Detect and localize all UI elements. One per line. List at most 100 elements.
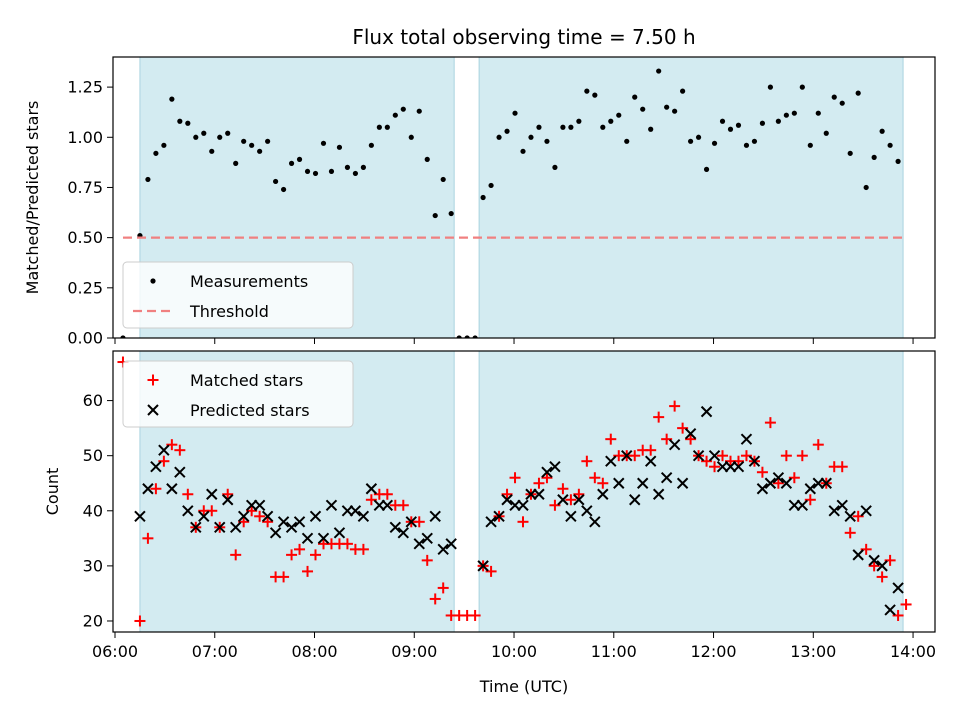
data-point bbox=[286, 549, 298, 561]
data-point bbox=[182, 505, 194, 517]
data-point bbox=[823, 130, 829, 136]
data-point bbox=[557, 483, 569, 495]
x-stroke-b bbox=[333, 527, 346, 539]
y-tick-label: 0.25 bbox=[67, 278, 103, 297]
x-stroke-b bbox=[732, 460, 745, 473]
x-stroke-b bbox=[325, 499, 338, 511]
data-point bbox=[229, 521, 242, 534]
x-stroke-b bbox=[190, 521, 202, 534]
data-point bbox=[472, 335, 478, 338]
data-point bbox=[751, 138, 758, 144]
data-point bbox=[237, 510, 250, 523]
data-point bbox=[884, 604, 896, 616]
legend-entry: Predicted stars bbox=[147, 401, 310, 420]
data-point bbox=[397, 499, 409, 511]
data-point bbox=[304, 168, 311, 175]
data-point bbox=[743, 142, 750, 148]
y-axis-label: Matched/Predicted stars bbox=[23, 101, 42, 295]
data-point bbox=[764, 417, 776, 429]
data-point bbox=[493, 510, 505, 523]
data-point bbox=[296, 156, 303, 162]
data-point bbox=[166, 483, 178, 495]
data-point bbox=[660, 472, 673, 484]
data-point bbox=[573, 494, 585, 506]
data-point bbox=[616, 112, 622, 118]
data-point bbox=[836, 499, 848, 511]
data-point bbox=[669, 400, 681, 412]
data-point bbox=[735, 122, 742, 128]
data-point bbox=[536, 124, 542, 130]
data-point bbox=[437, 582, 449, 594]
x-stroke-b bbox=[884, 604, 896, 616]
data-point bbox=[312, 170, 319, 177]
data-point bbox=[217, 134, 223, 140]
data-point bbox=[608, 118, 614, 124]
x-stroke-b bbox=[892, 582, 904, 594]
x-stroke-b bbox=[589, 516, 601, 528]
x-axis-ticks bbox=[114, 338, 914, 344]
x-stroke-b bbox=[565, 510, 577, 523]
data-point bbox=[772, 472, 785, 484]
x-stroke-b bbox=[764, 477, 777, 489]
data-point bbox=[145, 176, 151, 183]
data-point bbox=[320, 140, 327, 146]
data-point bbox=[496, 134, 502, 140]
x-stroke-b bbox=[852, 549, 864, 561]
data-point bbox=[158, 444, 170, 456]
data-point bbox=[278, 571, 290, 583]
plot-frame bbox=[112, 350, 936, 633]
data-point bbox=[142, 483, 154, 495]
data-point bbox=[568, 124, 574, 130]
data-point bbox=[448, 210, 454, 217]
data-point bbox=[852, 549, 864, 561]
data-point bbox=[325, 499, 338, 511]
data-point bbox=[445, 538, 457, 550]
x-stroke-b bbox=[517, 499, 529, 511]
data-point bbox=[780, 450, 792, 462]
data-point bbox=[629, 494, 641, 506]
data-point bbox=[120, 335, 126, 338]
data-point bbox=[365, 483, 378, 495]
data-point bbox=[469, 609, 481, 621]
data-point bbox=[711, 140, 718, 146]
x-stroke-b bbox=[142, 483, 154, 495]
data-point bbox=[637, 477, 649, 489]
x-stroke-b bbox=[381, 499, 394, 511]
x-stroke-b bbox=[437, 543, 449, 556]
data-point bbox=[887, 142, 893, 148]
data-point bbox=[581, 505, 593, 517]
x-stroke-b bbox=[421, 532, 433, 545]
data-point bbox=[257, 148, 263, 154]
x-stroke-b bbox=[780, 477, 793, 489]
data-point bbox=[198, 510, 210, 523]
data-point bbox=[488, 182, 494, 189]
data-point bbox=[581, 455, 593, 467]
x-stroke-b bbox=[605, 455, 617, 467]
x-stroke-b bbox=[613, 477, 625, 489]
x-tick-label: 09:00 bbox=[391, 642, 437, 661]
x-tick-label: 07:00 bbox=[192, 642, 238, 661]
data-point bbox=[190, 521, 202, 534]
x-stroke-b bbox=[158, 444, 170, 456]
data-point bbox=[153, 150, 159, 156]
data-point bbox=[605, 433, 617, 445]
data-point bbox=[860, 505, 872, 517]
data-point bbox=[432, 212, 438, 219]
data-point bbox=[169, 96, 175, 102]
y-axis-ticks: 0.00 0.25 0.50 0.75 1.00 1.25 bbox=[67, 78, 113, 348]
y-tick-label: 0.75 bbox=[67, 178, 103, 197]
data-point bbox=[900, 598, 912, 610]
legend-label: Matched stars bbox=[190, 371, 303, 390]
data-point bbox=[230, 549, 242, 561]
x-stroke-b bbox=[573, 494, 585, 506]
data-point bbox=[652, 488, 665, 500]
data-point bbox=[504, 128, 510, 134]
data-point bbox=[656, 68, 662, 74]
data-point bbox=[560, 124, 566, 130]
data-point bbox=[302, 565, 314, 577]
y-tick-label: 1.00 bbox=[67, 128, 103, 147]
data-point bbox=[134, 615, 146, 627]
x-stroke-b bbox=[301, 532, 314, 545]
x-stroke-b bbox=[804, 483, 817, 495]
data-point bbox=[828, 505, 840, 517]
